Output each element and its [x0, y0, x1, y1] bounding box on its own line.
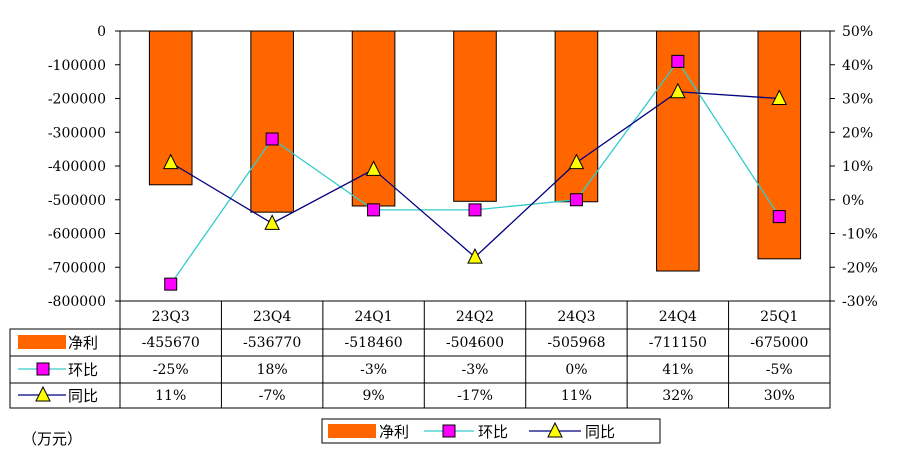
table-row-label: 环比	[68, 361, 98, 379]
huanbi-point-25Q1	[772, 210, 786, 224]
y-right-tick-label: 50%	[842, 24, 873, 40]
table-key-marker	[36, 362, 50, 376]
table-cell: -518460	[344, 335, 402, 351]
table-cell: 9%	[362, 388, 384, 404]
table-cell: 11%	[561, 388, 592, 404]
huanbi-point-24Q1	[367, 203, 381, 217]
huanbi-point-23Q3	[164, 277, 178, 291]
legend-label: 同比	[585, 423, 615, 441]
table-key-marker	[35, 385, 51, 402]
table-row-label: 同比	[68, 387, 98, 405]
x-tick-label: 23Q4	[253, 309, 291, 325]
x-tick-label: 24Q3	[557, 309, 595, 325]
table-cell: 0%	[565, 362, 587, 378]
table-cell: -7%	[259, 388, 286, 404]
table-row-label: 净利	[68, 334, 98, 352]
legend-key-marker	[442, 424, 456, 438]
y-left-tick-label: -700000	[48, 260, 106, 276]
table-cell: -5%	[766, 362, 793, 378]
table-key-bar	[18, 335, 66, 349]
x-tick-label: 24Q1	[354, 309, 392, 325]
table-cell: -3%	[462, 362, 489, 378]
table-cell: 30%	[764, 388, 795, 404]
table-cell: -455670	[142, 335, 200, 351]
tongbi-point-24Q2	[467, 248, 483, 264]
y-right-tick-label: 10%	[842, 159, 873, 175]
y-left-tick-label: -800000	[48, 294, 106, 310]
legend	[321, 418, 661, 444]
x-tick-label: 24Q4	[659, 309, 697, 325]
bar-24Q4	[656, 30, 700, 272]
tongbi-point-25Q1	[771, 89, 788, 105]
y-right-tick-label: 0%	[842, 193, 864, 209]
y-left-tick-label: -400000	[48, 159, 106, 175]
bar-24Q3	[554, 30, 599, 203]
table-cell: -504600	[446, 335, 504, 351]
y-left-tick-label: 0	[97, 24, 106, 40]
y-right-tick-label: -20%	[842, 260, 878, 276]
huanbi-point-24Q2	[468, 203, 482, 217]
huanbi-point-24Q4	[671, 54, 685, 68]
x-tick-label: 23Q3	[152, 309, 190, 325]
x-tick-label: 25Q1	[760, 309, 798, 325]
y-left-tick-label: -500000	[48, 193, 106, 209]
y-right-tick-label: 30%	[842, 92, 873, 108]
table-cell: -711150	[649, 335, 707, 351]
tongbi-point-24Q1	[365, 160, 382, 176]
legend-key-marker	[547, 421, 563, 438]
table-cell: 32%	[662, 388, 693, 404]
y-left-tick-label: -300000	[48, 125, 106, 141]
y-right-tick-label: 40%	[842, 58, 873, 74]
table-cell: -3%	[360, 362, 387, 378]
table-cell: -675000	[750, 335, 808, 351]
tongbi-point-23Q3	[162, 153, 179, 170]
huanbi-point-24Q3	[569, 193, 583, 207]
table-cell: 18%	[257, 362, 288, 378]
data-table	[9, 328, 831, 409]
bar-24Q1	[351, 30, 396, 207]
tongbi-point-24Q3	[568, 153, 585, 170]
table-cell: -25%	[153, 362, 189, 378]
legend-label: 净利	[379, 423, 409, 441]
tongbi-point-24Q4	[670, 82, 686, 99]
y-left-tick-label: -100000	[48, 58, 106, 74]
table-cell: 41%	[662, 362, 693, 378]
x-tick-label: 24Q2	[456, 309, 494, 325]
table-cell: -17%	[457, 388, 493, 404]
bar-25Q1	[757, 30, 802, 260]
y-left-tick-label: -600000	[48, 227, 106, 243]
tongbi-point-23Q4	[264, 214, 280, 230]
y-right-tick-label: 20%	[842, 125, 873, 141]
table-cell: 11%	[155, 388, 186, 404]
huanbi-point-23Q4	[265, 132, 279, 146]
bar-24Q2	[453, 30, 497, 202]
table-cell: -505968	[547, 335, 605, 351]
legend-label: 环比	[478, 423, 508, 441]
unit-label: （万元）	[22, 430, 83, 448]
legend-key-bar	[328, 424, 376, 438]
bar-23Q4	[250, 30, 294, 213]
table-cell: -536770	[243, 335, 301, 351]
y-right-tick-label: -30%	[842, 294, 878, 310]
y-right-tick-label: -10%	[842, 227, 878, 243]
y-left-tick-label: -200000	[48, 92, 106, 108]
